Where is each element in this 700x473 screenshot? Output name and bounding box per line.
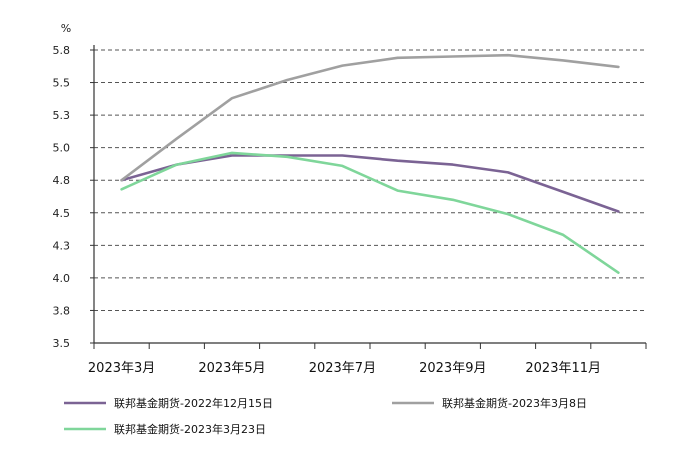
legend: 联邦基金期货-2022年12月15日 联邦基金期货-2023年3月8日联邦基金期货… <box>64 396 587 436</box>
y-tick-label: 4.5 <box>53 207 71 220</box>
x-tick-label: 2023年3月 <box>88 361 155 376</box>
series-line-3 <box>120 151 620 275</box>
y-tick-label: 5.5 <box>53 77 71 90</box>
y-tick-label: 3.5 <box>53 337 71 350</box>
series-lines <box>120 53 620 275</box>
series-line-2 <box>120 53 620 182</box>
x-tick-label: 2023年5月 <box>198 361 265 376</box>
y-tick-label: 4.8 <box>53 174 71 187</box>
y-tick-label: 5.0 <box>53 142 71 155</box>
gridlines <box>94 49 646 311</box>
y-tick-label: 5.3 <box>53 109 71 122</box>
x-tick-label: 2023年11月 <box>525 361 601 376</box>
y-tick-label: 3.8 <box>53 304 71 317</box>
y-tick-label: 4.3 <box>53 239 71 252</box>
y-axis-ticks: 3.5 3.8 4.0 4.3 4.5 4.8 5.0 5.3 5.5 5.8 <box>53 44 94 350</box>
legend-label: 联邦基金期货-2022年12月15日 <box>114 396 273 410</box>
legend-label: 联邦基金期货-2023年3月23日 <box>114 422 266 436</box>
series-line-1 <box>120 154 620 213</box>
y-tick-label: 5.8 <box>53 44 71 57</box>
y-axis-unit-label: % <box>61 22 71 35</box>
x-tick-label: 2023年9月 <box>419 361 486 376</box>
x-tick-label: 2023年7月 <box>309 361 376 376</box>
x-axis-ticks: 2023年3月 2023年5月 2023年7月 2023年9月 2023年11月 <box>88 361 601 376</box>
axes <box>93 45 647 349</box>
legend-label: 联邦基金期货-2023年3月8日 <box>442 396 587 410</box>
y-tick-label: 4.0 <box>53 272 71 285</box>
